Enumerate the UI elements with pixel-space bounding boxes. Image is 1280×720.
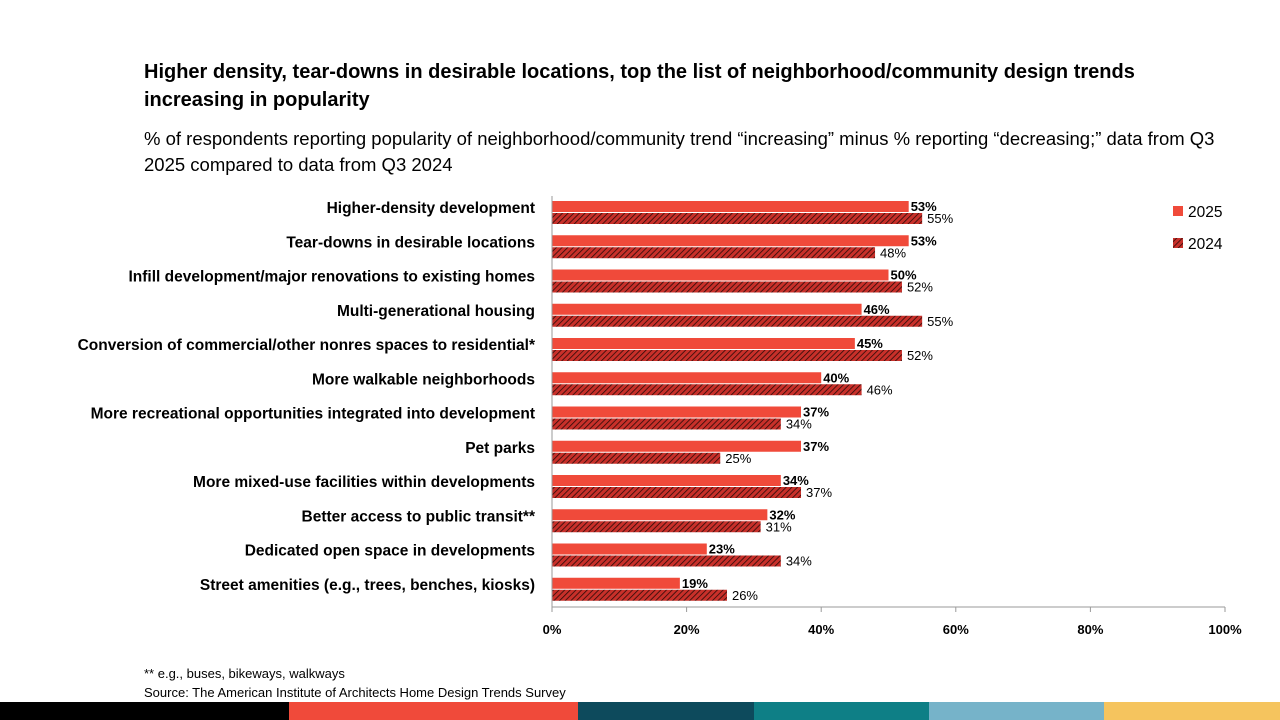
legend-swatch-2024 bbox=[1173, 238, 1183, 248]
data-label-2024: 37% bbox=[806, 485, 832, 500]
legend-label-2024: 2024 bbox=[1188, 236, 1223, 253]
bar-2025 bbox=[552, 201, 909, 212]
x-tick-label: 0% bbox=[543, 622, 562, 637]
category-label: More mixed-use facilities within develop… bbox=[193, 474, 535, 491]
color-strip-segment bbox=[578, 702, 754, 720]
x-tick-label: 60% bbox=[943, 622, 969, 637]
bar-2025 bbox=[552, 475, 781, 486]
bar-2025 bbox=[552, 543, 707, 555]
bar-2025 bbox=[552, 577, 680, 589]
data-label-2024: 52% bbox=[907, 348, 933, 363]
color-strip-segment bbox=[754, 702, 929, 720]
color-strip-segment bbox=[929, 702, 1104, 720]
data-label-2024: 31% bbox=[766, 519, 792, 534]
data-label-2025: 53% bbox=[911, 199, 937, 214]
data-label-2024: 55% bbox=[927, 314, 953, 329]
decorative-color-strip bbox=[0, 702, 1280, 720]
category-label: Better access to public transit** bbox=[302, 508, 536, 525]
bar-2025 bbox=[552, 372, 822, 384]
category-label: More recreational opportunities integrat… bbox=[91, 406, 535, 423]
data-label-2025: 45% bbox=[857, 336, 883, 351]
bar-2024 bbox=[552, 247, 876, 259]
chart-subtitle: % of respondents reporting popularity of… bbox=[144, 128, 1215, 175]
data-label-2024: 46% bbox=[867, 382, 893, 397]
bar-2025 bbox=[552, 269, 889, 281]
category-label: Higher-density development bbox=[327, 200, 535, 217]
category-label: Infill development/major renovations to … bbox=[128, 269, 535, 286]
bar-2024 bbox=[552, 213, 923, 224]
bar-2024 bbox=[552, 589, 727, 601]
x-tick-label: 100% bbox=[1208, 622, 1242, 637]
bar-2024 bbox=[552, 555, 781, 567]
data-label-2024: 26% bbox=[732, 588, 758, 603]
data-label-2025: 46% bbox=[864, 302, 890, 317]
bar-2024 bbox=[552, 384, 862, 396]
bar-2025 bbox=[552, 406, 802, 418]
data-label-2024: 34% bbox=[786, 417, 812, 432]
bar-2024 bbox=[552, 487, 802, 498]
category-label: Conversion of commercial/other nonres sp… bbox=[78, 337, 536, 354]
category-label: Multi-generational housing bbox=[337, 303, 535, 320]
bar-2024 bbox=[552, 521, 761, 533]
bar-2024 bbox=[552, 452, 721, 464]
data-label-2025: 34% bbox=[783, 473, 809, 488]
bar-2025 bbox=[552, 235, 909, 247]
data-label-2025: 19% bbox=[682, 576, 708, 591]
data-label-2025: 32% bbox=[769, 507, 795, 522]
bar-chart: Higher-density development 53%55%Tear-dow… bbox=[78, 196, 1242, 637]
color-strip-segment bbox=[0, 702, 289, 720]
data-label-2025: 50% bbox=[891, 268, 917, 283]
bar-2024 bbox=[552, 350, 902, 361]
data-label-2025: 53% bbox=[911, 233, 937, 248]
color-strip-segment bbox=[1104, 702, 1280, 720]
data-label-2025: 37% bbox=[803, 439, 829, 454]
category-label: Pet parks bbox=[465, 440, 535, 457]
bar-2025 bbox=[552, 440, 802, 452]
chart-title: Higher density, tear-downs in desirable … bbox=[144, 61, 1135, 111]
data-label-2025: 40% bbox=[823, 370, 849, 385]
bar-2025 bbox=[552, 303, 862, 315]
footnote: ** e.g., buses, bikeways, walkways bbox=[144, 666, 345, 681]
bar-2024 bbox=[552, 418, 781, 430]
bar-2025 bbox=[552, 338, 855, 349]
data-label-2024: 52% bbox=[907, 280, 933, 295]
data-label-2024: 34% bbox=[786, 554, 812, 569]
source-note: Source: The American Institute of Archit… bbox=[144, 685, 566, 700]
data-label-2024: 55% bbox=[927, 211, 953, 226]
data-label-2024: 25% bbox=[725, 451, 751, 466]
category-label: Street amenities (e.g., trees, benches, … bbox=[200, 577, 535, 594]
category-label: More walkable neighborhoods bbox=[312, 371, 535, 388]
legend-label-2025: 2025 bbox=[1188, 204, 1222, 221]
bar-2025 bbox=[552, 509, 768, 521]
x-tick-label: 40% bbox=[808, 622, 834, 637]
bar-2024 bbox=[552, 281, 902, 293]
color-strip-segment bbox=[289, 702, 578, 720]
data-label-2025: 23% bbox=[709, 542, 735, 557]
x-tick-label: 80% bbox=[1077, 622, 1103, 637]
bar-2024 bbox=[552, 315, 923, 327]
data-label-2024: 48% bbox=[880, 245, 906, 260]
category-label: Dedicated open space in developments bbox=[245, 543, 535, 560]
legend-swatch-2025 bbox=[1173, 206, 1183, 216]
category-label: Tear-downs in desirable locations bbox=[286, 234, 535, 251]
x-tick-label: 20% bbox=[674, 622, 700, 637]
data-label-2025: 37% bbox=[803, 405, 829, 420]
